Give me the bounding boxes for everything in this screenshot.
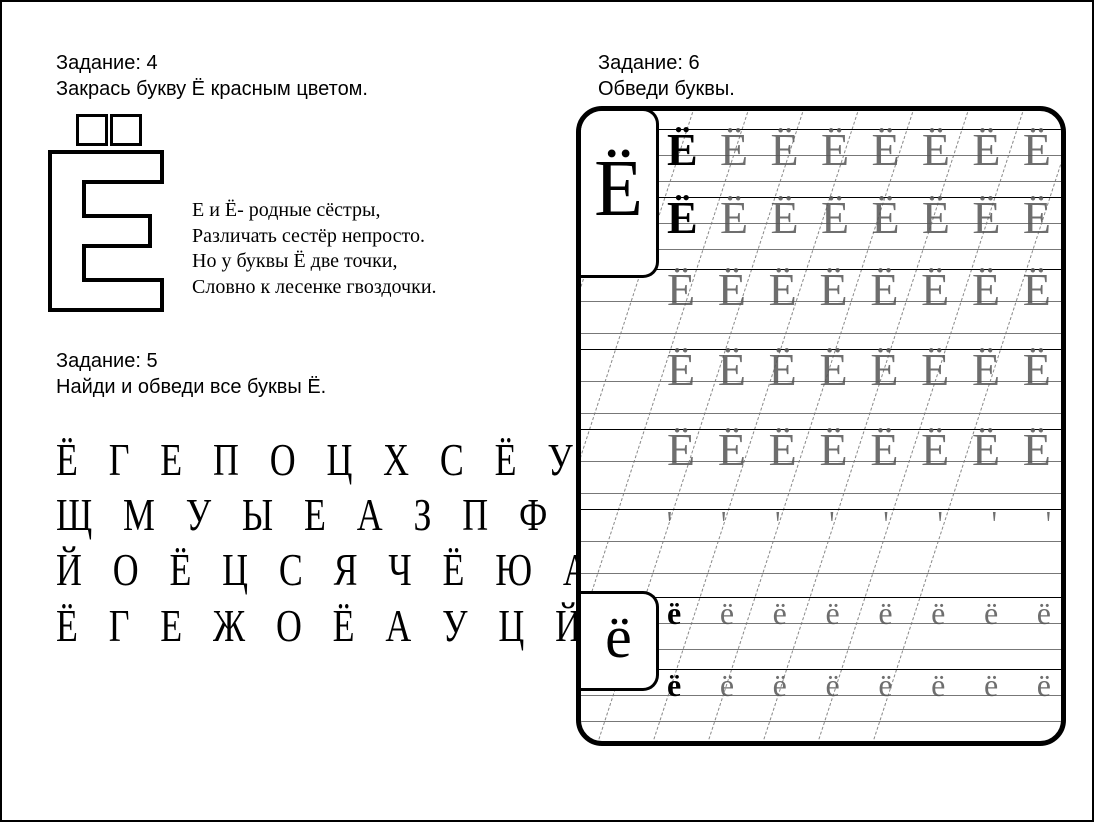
task6-instruction: Обведи буквы. bbox=[598, 76, 1058, 102]
poem-line: Различать сестёр непросто. bbox=[192, 224, 437, 250]
letter-row: Ё Г Е П О Ц Х С Ё У Л bbox=[56, 432, 666, 487]
trace-glyph: ꞌ bbox=[1046, 507, 1051, 539]
poem-line: Словно к лесенке гвоздочки. bbox=[192, 275, 437, 301]
trace-glyph: Ё bbox=[819, 343, 847, 396]
trace-glyph: ё bbox=[931, 595, 945, 632]
trace-row: ЁЁЁЁЁЁЁЁ bbox=[667, 191, 1051, 244]
trace-glyph: Ё bbox=[972, 423, 1000, 476]
trace-glyph: Ё bbox=[1023, 123, 1051, 176]
trace-row: ꞌꞌꞌꞌꞌꞌꞌꞌ bbox=[667, 507, 1051, 539]
tracing-panel: ЁЁЁЁЁЁЁЁЁЁЁЁЁЁЁЁЁЁЁЁЁЁЁЁЁЁЁЁЁЁЁЁЁЁЁЁЁЁЁЁ… bbox=[576, 106, 1066, 746]
trace-row: ёёёёёёёё bbox=[667, 595, 1051, 632]
letter-row: Ё Г Е Ж О Ё А У Ц Й Е bbox=[56, 598, 666, 653]
trace-glyph: ꞌ bbox=[667, 507, 672, 539]
trace-glyph: ё bbox=[720, 667, 734, 704]
task5-instruction: Найди и обведи все буквы Ё. bbox=[56, 374, 326, 400]
trace-glyph: Ё bbox=[667, 191, 698, 244]
trace-glyph: Ё bbox=[718, 343, 746, 396]
trace-glyph: Ё bbox=[921, 263, 949, 316]
poem-block: Е и Ё- родные сёстры, Различать сестёр н… bbox=[192, 198, 437, 300]
trace-row: ЁЁЁЁЁЁЁЁ bbox=[667, 263, 1051, 316]
trace-glyph: Ё bbox=[870, 343, 898, 396]
letter-row: Щ М У Ы Е А З П Ф В Е bbox=[56, 487, 666, 542]
task6-heading: Задание: 6 Обведи буквы. bbox=[598, 50, 1058, 102]
trace-glyph: ꞌ bbox=[938, 507, 943, 539]
trace-glyph: Ё bbox=[972, 191, 1000, 244]
trace-glyph: ё bbox=[825, 667, 839, 704]
poem-line: Но у буквы Ё две точки, bbox=[192, 249, 437, 275]
trace-glyph: Ё bbox=[769, 423, 797, 476]
trace-glyph: Ё bbox=[972, 123, 1000, 176]
trace-glyph: Ё bbox=[771, 191, 799, 244]
trace-glyph: ё bbox=[931, 667, 945, 704]
trace-glyph: Ё bbox=[972, 343, 1000, 396]
trace-glyph: ꞌ bbox=[721, 507, 726, 539]
trace-glyph: Ё bbox=[871, 191, 899, 244]
trace-glyph: Ё bbox=[922, 191, 950, 244]
trace-glyph: ё bbox=[1037, 667, 1051, 704]
trace-glyph: ё bbox=[667, 667, 681, 704]
trace-glyph: Ё bbox=[667, 343, 695, 396]
trace-glyph: ꞌ bbox=[775, 507, 780, 539]
trace-glyph: ё bbox=[720, 595, 734, 632]
trace-glyph: Ё bbox=[1023, 191, 1051, 244]
exemplar-upper-yo: Ё bbox=[581, 108, 659, 278]
trace-glyph: Ё bbox=[821, 123, 849, 176]
yo-dot-box bbox=[76, 114, 108, 146]
task4-number: Задание: 4 bbox=[56, 50, 496, 76]
poem-line: Е и Ё- родные сёстры, bbox=[192, 198, 437, 224]
trace-glyph: Ё bbox=[771, 123, 799, 176]
trace-glyph: Ё bbox=[667, 423, 695, 476]
trace-glyph: ё bbox=[878, 595, 892, 632]
trace-glyph: Ё bbox=[718, 263, 746, 316]
task4-heading: Задание: 4 Закрась букву Ё красным цвето… bbox=[56, 50, 496, 102]
yo-dot-box bbox=[110, 114, 142, 146]
task4-instruction: Закрась букву Ё красным цветом. bbox=[56, 76, 496, 102]
trace-glyph: Ё bbox=[871, 123, 899, 176]
trace-glyph: Ё bbox=[1023, 263, 1051, 316]
trace-glyph: Ё bbox=[667, 263, 695, 316]
outline-e-glyph bbox=[46, 148, 166, 314]
trace-glyph: ё bbox=[1037, 595, 1051, 632]
trace-row: ЁЁЁЁЁЁЁЁ bbox=[667, 423, 1051, 476]
trace-glyph: ё bbox=[878, 667, 892, 704]
trace-glyph: ё bbox=[773, 667, 787, 704]
letter-row: Й О Ё Ц С Я Ч Ё Ю А Д bbox=[56, 542, 666, 597]
task5-heading: Задание: 5 Найди и обведи все буквы Ё. bbox=[56, 348, 326, 400]
outline-letter-yo bbox=[46, 114, 186, 314]
trace-glyph: Ё bbox=[922, 123, 950, 176]
trace-glyph: Ё bbox=[821, 191, 849, 244]
trace-glyph: ё bbox=[825, 595, 839, 632]
trace-row: ЁЁЁЁЁЁЁЁ bbox=[667, 343, 1051, 396]
trace-glyph: Ё bbox=[921, 343, 949, 396]
trace-glyph: Ё bbox=[720, 191, 748, 244]
trace-glyph: ꞌ bbox=[884, 507, 889, 539]
trace-glyph: Ё bbox=[870, 263, 898, 316]
trace-glyph: Ё bbox=[720, 123, 748, 176]
task6-number: Задание: 6 bbox=[598, 50, 1058, 76]
trace-glyph: Ё bbox=[819, 423, 847, 476]
trace-glyph: Ё bbox=[819, 263, 847, 316]
trace-glyph: Ё bbox=[1023, 343, 1051, 396]
task5-number: Задание: 5 bbox=[56, 348, 326, 374]
trace-glyph: Ё bbox=[667, 123, 698, 176]
trace-row: ЁЁЁЁЁЁЁЁ bbox=[667, 123, 1051, 176]
trace-glyph: Ё bbox=[921, 423, 949, 476]
trace-glyph: Ё bbox=[769, 263, 797, 316]
trace-glyph: ꞌ bbox=[829, 507, 834, 539]
letter-search-grid: Ё Г Е П О Ц Х С Ё У Л Щ М У Ы Е А З П Ф … bbox=[56, 432, 666, 653]
trace-glyph: Ё bbox=[718, 423, 746, 476]
trace-glyph: Ё bbox=[870, 423, 898, 476]
trace-glyph: Ё bbox=[1023, 423, 1051, 476]
trace-glyph: ё bbox=[773, 595, 787, 632]
trace-row: ёёёёёёёё bbox=[667, 667, 1051, 704]
trace-glyph: ё bbox=[984, 667, 998, 704]
exemplar-lower-yo: ё bbox=[581, 591, 659, 691]
trace-glyph: Ё bbox=[972, 263, 1000, 316]
trace-glyph: Ё bbox=[769, 343, 797, 396]
trace-glyph: ё bbox=[667, 595, 681, 632]
trace-glyph: ё bbox=[984, 595, 998, 632]
trace-glyph: ꞌ bbox=[992, 507, 997, 539]
